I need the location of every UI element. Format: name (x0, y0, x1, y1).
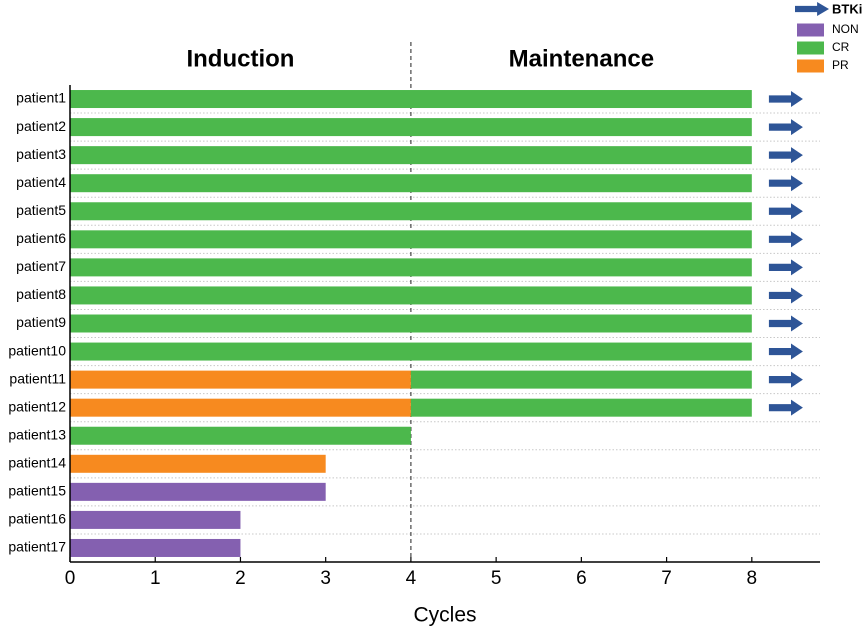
x-axis-label: Cycles (413, 604, 476, 627)
arrow-marker (768, 371, 803, 388)
arrow-marker (768, 175, 803, 192)
arrow-marker (768, 203, 803, 220)
legend-swatch (797, 41, 824, 55)
y-tick-label: patient10 (8, 342, 66, 358)
arrow-marker (768, 287, 803, 304)
y-tick-label: patient5 (16, 202, 66, 218)
x-tick-label: 8 (747, 568, 758, 589)
arrow-marker (768, 259, 803, 276)
x-tick-label: 4 (406, 568, 417, 589)
x-tick-label: 1 (150, 568, 161, 589)
arrow-marker (768, 91, 803, 108)
y-tick-label: patient15 (8, 483, 66, 499)
arrow-marker (768, 399, 803, 416)
x-tick-label: 3 (320, 568, 331, 589)
y-tick-label: patient2 (16, 118, 66, 134)
bar-segment (70, 398, 411, 417)
y-tick-label: patient4 (16, 174, 66, 190)
y-tick-label: patient12 (8, 398, 66, 414)
bar-segment (410, 370, 752, 389)
bar-segment (70, 454, 326, 473)
legend-label: BTKi (832, 1, 862, 16)
bar-segment (70, 286, 752, 305)
bar-segment (70, 426, 411, 445)
x-tick-label: 5 (491, 568, 502, 589)
legend-label: NON (832, 22, 859, 36)
y-tick-label: patient8 (16, 286, 66, 302)
arrow-marker (768, 315, 803, 332)
y-tick-label: patient14 (8, 454, 66, 470)
bar-segment (70, 202, 752, 221)
y-tick-label: patient3 (16, 146, 66, 162)
y-tick-label: patient16 (8, 511, 66, 527)
phase-label: Maintenance (509, 45, 654, 72)
y-tick-label: patient6 (16, 230, 66, 246)
bar-segment (70, 314, 752, 333)
arrow-marker (768, 343, 803, 360)
x-tick-label: 6 (576, 568, 587, 589)
legend-label: PR (832, 58, 849, 72)
y-tick-label: patient7 (16, 258, 66, 274)
y-tick-label: patient1 (16, 90, 66, 106)
legend-arrow (795, 2, 829, 16)
y-tick-label: patient13 (8, 426, 66, 442)
bar-segment (70, 482, 326, 501)
bar-segment (70, 342, 752, 361)
bar-segment (410, 398, 752, 417)
y-tick-label: patient17 (8, 539, 66, 555)
legend-swatch (797, 23, 824, 37)
legend-label: CR (832, 40, 850, 54)
arrow-marker (768, 119, 803, 136)
bar-segment (70, 230, 752, 249)
legend-swatch (797, 59, 824, 73)
bar-segment (70, 146, 752, 165)
x-tick-label: 2 (235, 568, 246, 589)
bar-segment (70, 90, 752, 109)
x-tick-label: 0 (65, 568, 76, 589)
arrow-marker (768, 147, 803, 164)
bar-segment (70, 174, 752, 193)
bar-segment (70, 370, 411, 389)
y-tick-label: patient11 (9, 370, 66, 386)
arrow-marker (768, 231, 803, 248)
bar-segment (70, 258, 752, 277)
bar-segment (70, 510, 241, 529)
bar-segment (70, 118, 752, 137)
x-tick-label: 7 (661, 568, 672, 589)
bar-segment (70, 538, 241, 557)
phase-label: Induction (186, 45, 294, 72)
y-tick-label: patient9 (16, 314, 66, 330)
